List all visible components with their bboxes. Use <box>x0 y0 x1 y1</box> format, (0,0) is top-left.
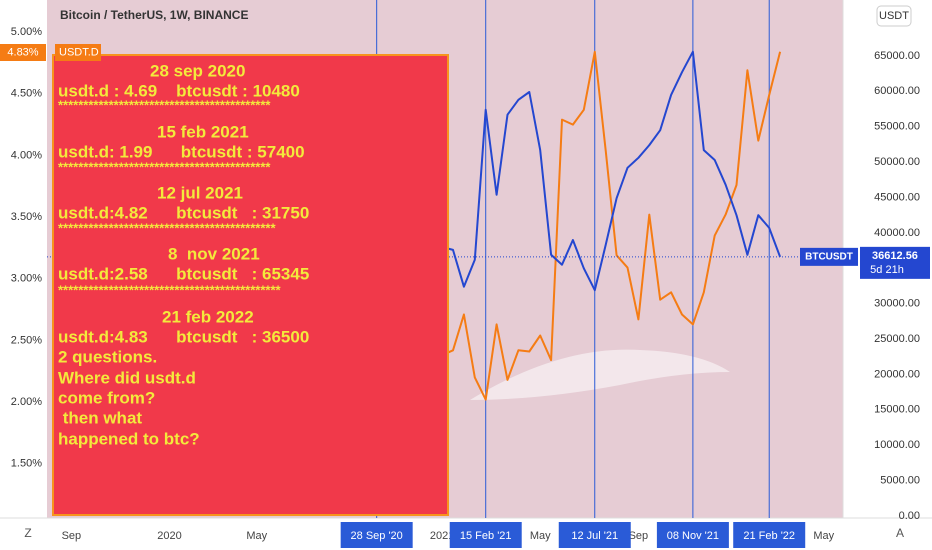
annotation-line: usdt.d:4.83 btcusdt : 36500 <box>58 327 309 346</box>
y2-tick-label: 0.00 <box>899 510 920 522</box>
x-tick-label: 28 Sep '20 <box>351 530 403 542</box>
currency-button-label[interactable]: USDT <box>879 10 909 22</box>
y2-tick-label: 20000.00 <box>874 368 920 380</box>
x-tick-label: May <box>813 530 834 542</box>
countdown: 5d 21h <box>870 264 904 276</box>
annotation-line: 21 feb 2022 <box>162 307 254 326</box>
x-tick-label: Sep <box>629 530 649 542</box>
last-value-box <box>860 246 930 279</box>
y2-tick-label: 40000.00 <box>874 227 920 239</box>
last-value-box <box>0 44 46 61</box>
date-marker-box <box>656 522 729 548</box>
annotation-line: usdt.d: 1.99 btcusdt : 57400 <box>58 142 305 161</box>
date-marker-box <box>340 522 413 548</box>
last-value-label: 36612.56 <box>872 250 918 262</box>
date-marker-box <box>449 522 522 548</box>
y2-tick-label: 60000.00 <box>874 85 920 97</box>
x-tick-label: 21 Feb '22 <box>743 530 795 542</box>
y-tick-label: 4.00% <box>11 149 42 161</box>
x-tick-label: Sep <box>62 530 82 542</box>
x-tick-label: 08 Nov '21 <box>667 530 719 542</box>
y-tick-label: 2.00% <box>11 396 42 408</box>
series-name-box <box>800 247 858 266</box>
annotation-line: ****************************************… <box>58 97 271 112</box>
y-tick-label: 4.50% <box>11 88 42 100</box>
y2-tick-label: 65000.00 <box>874 50 920 62</box>
y2-tick-label: 15000.00 <box>874 404 920 416</box>
date-marker-box <box>733 522 806 548</box>
x-tick-label: May <box>246 530 267 542</box>
series-line <box>441 50 782 292</box>
annotation-line: 8 nov 2021 <box>168 244 260 263</box>
annotation-line: ****************************************… <box>58 159 271 174</box>
annotation-line: happened to btc? <box>58 429 200 448</box>
annotation-line: 12 jul 2021 <box>157 183 243 202</box>
auto-scale-button[interactable]: A <box>896 526 904 540</box>
series-name: BTCUSDT <box>805 251 853 262</box>
annotation-line: Where did usdt.d <box>58 368 196 387</box>
y2-tick-label: 5000.00 <box>880 475 920 487</box>
zoom-button[interactable]: Z <box>24 526 31 540</box>
y2-tick-label: 55000.00 <box>874 121 920 133</box>
annotation-line: come from? <box>58 388 155 407</box>
y2-tick-label: 30000.00 <box>874 298 920 310</box>
series-name: USDT.D <box>59 46 99 58</box>
y-tick-label: 5.00% <box>11 26 42 38</box>
y-tick-label: 3.00% <box>11 273 42 285</box>
y-tick-label: 1.50% <box>11 458 42 470</box>
annotation-box <box>52 54 449 516</box>
y2-tick-label: 50000.00 <box>874 156 920 168</box>
currency-button[interactable] <box>876 5 912 27</box>
grid-layer: Sep 2020 May 2021 May Sep May <box>62 0 835 542</box>
y-tick-label: 3.50% <box>11 211 42 223</box>
chart-title: Bitcoin / TetherUS, 1W, BINANCE <box>60 8 248 22</box>
y2-tick-label: 25000.00 <box>874 333 920 345</box>
x-tick-label: 12 Jul '21 <box>571 530 618 542</box>
annotation-line: 15 feb 2021 <box>157 122 249 141</box>
last-value-label: 4.83% <box>7 46 38 58</box>
series-name-box <box>55 44 101 61</box>
annotation-line: usdt.d : 4.69 btcusdt : 10480 <box>58 81 300 100</box>
x-tick-label: May <box>530 530 551 542</box>
date-marker-box <box>558 522 631 548</box>
annotation-line: ****************************************… <box>58 282 282 297</box>
annotation-line: 2 questions. <box>58 347 157 366</box>
annotation-line: usdt.d:2.58 btcusdt : 65345 <box>58 264 309 283</box>
x-tick-label: 15 Feb '21 <box>460 530 512 542</box>
x-tick-label: 2020 <box>157 530 181 542</box>
x-tick-label: 2021 <box>430 530 454 542</box>
annotation-line: ****************************************… <box>58 220 276 235</box>
y-tick-label: 2.50% <box>11 334 42 346</box>
labels-layer: Bitcoin / TetherUS, 1W, BINANCE USDT Z A… <box>0 5 930 548</box>
series-line <box>441 50 782 401</box>
y2-tick-label: 10000.00 <box>874 439 920 451</box>
y2-tick-label: 45000.00 <box>874 191 920 203</box>
watermark <box>470 349 730 400</box>
annotation-line: usdt.d:4.82 btcusdt : 31750 <box>58 203 309 222</box>
annotation-line: 28 sep 2020 <box>150 61 245 80</box>
annotation-line: then what <box>58 408 142 427</box>
